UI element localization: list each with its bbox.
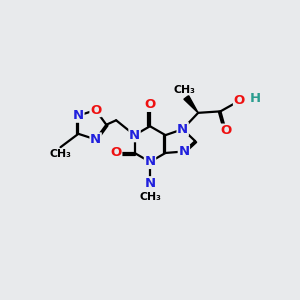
Text: CH₃: CH₃	[140, 192, 161, 202]
Text: N: N	[90, 133, 101, 146]
Text: N: N	[144, 177, 156, 190]
Text: O: O	[220, 124, 231, 137]
Text: N: N	[178, 145, 189, 158]
Text: CH₃: CH₃	[174, 85, 196, 95]
Text: N: N	[177, 123, 188, 136]
Text: N: N	[73, 109, 84, 122]
Text: O: O	[144, 98, 156, 111]
Polygon shape	[184, 96, 198, 113]
Text: O: O	[233, 94, 245, 106]
Text: O: O	[90, 103, 101, 116]
Text: O: O	[110, 146, 122, 160]
Text: CH₃: CH₃	[50, 149, 71, 159]
Text: H: H	[250, 92, 261, 105]
Text: N: N	[129, 129, 140, 142]
Text: N: N	[144, 155, 156, 168]
